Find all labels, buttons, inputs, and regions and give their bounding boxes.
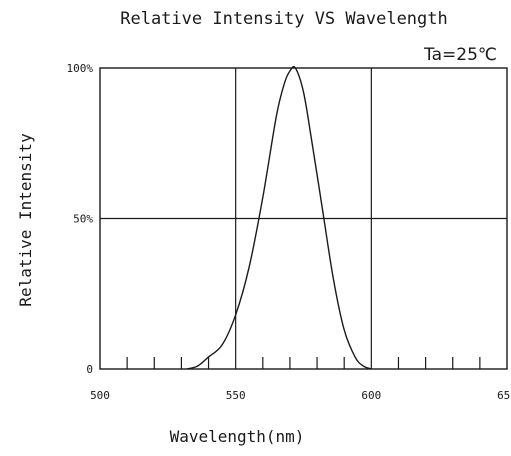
x-tick-label: 600 (361, 389, 381, 402)
chart-condition: Ta=25℃ (423, 45, 497, 65)
y-tick-label: 0 (86, 363, 93, 376)
x-tick-label: 650 (497, 389, 511, 402)
x-tick-label: 500 (90, 389, 110, 402)
series-line (187, 67, 371, 369)
x-axis-label: Wavelength(nm) (170, 427, 305, 446)
y-tick-label: 100% (67, 62, 94, 75)
plot-area: 500 550 600 650 0 50% 100% (67, 62, 511, 402)
y-tick-label: 50% (73, 213, 93, 226)
x-tick-label: 550 (226, 389, 246, 402)
chart-title: Relative Intensity VS Wavelength (120, 9, 448, 29)
y-axis-label: Relative Intensity (16, 133, 35, 307)
